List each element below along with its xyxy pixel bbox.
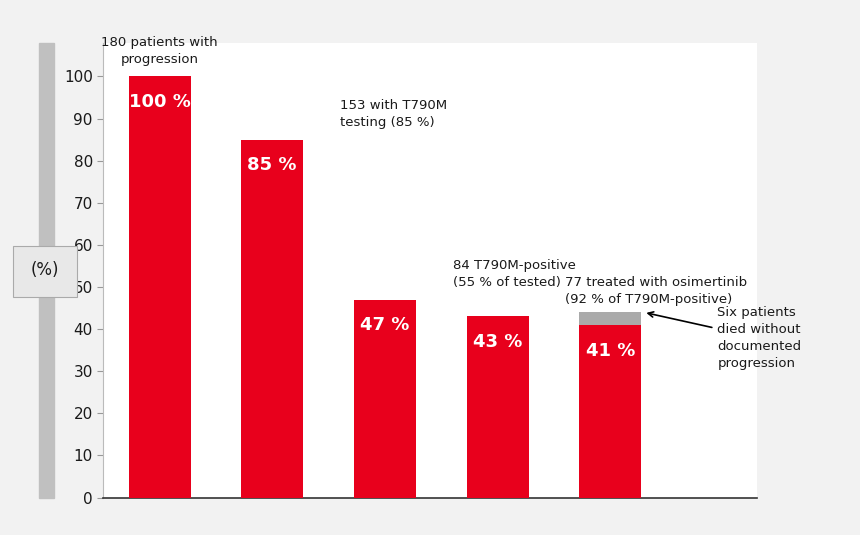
Text: 100 %: 100 % — [129, 93, 190, 111]
Text: (%): (%) — [30, 261, 59, 279]
Bar — [242, 140, 304, 498]
Text: 85 %: 85 % — [248, 156, 297, 174]
Text: 180 patients with
progression: 180 patients with progression — [101, 36, 218, 66]
Text: 47 %: 47 % — [360, 317, 409, 334]
Text: 43 %: 43 % — [473, 333, 522, 351]
Text: 41 %: 41 % — [586, 342, 635, 360]
Bar — [128, 77, 191, 498]
Text: 153 with T790M
testing (85 %): 153 with T790M testing (85 %) — [340, 99, 447, 129]
Text: 77 treated with osimertinib
(92 % of T790M-positive): 77 treated with osimertinib (92 % of T79… — [565, 276, 747, 306]
Bar — [580, 312, 642, 325]
Bar — [580, 325, 642, 498]
Text: 84 T790M-positive
(55 % of tested): 84 T790M-positive (55 % of tested) — [452, 259, 575, 289]
Bar — [467, 317, 529, 498]
Bar — [354, 300, 416, 498]
Text: Six patients
died without
documented
progression: Six patients died without documented pro… — [648, 306, 802, 370]
